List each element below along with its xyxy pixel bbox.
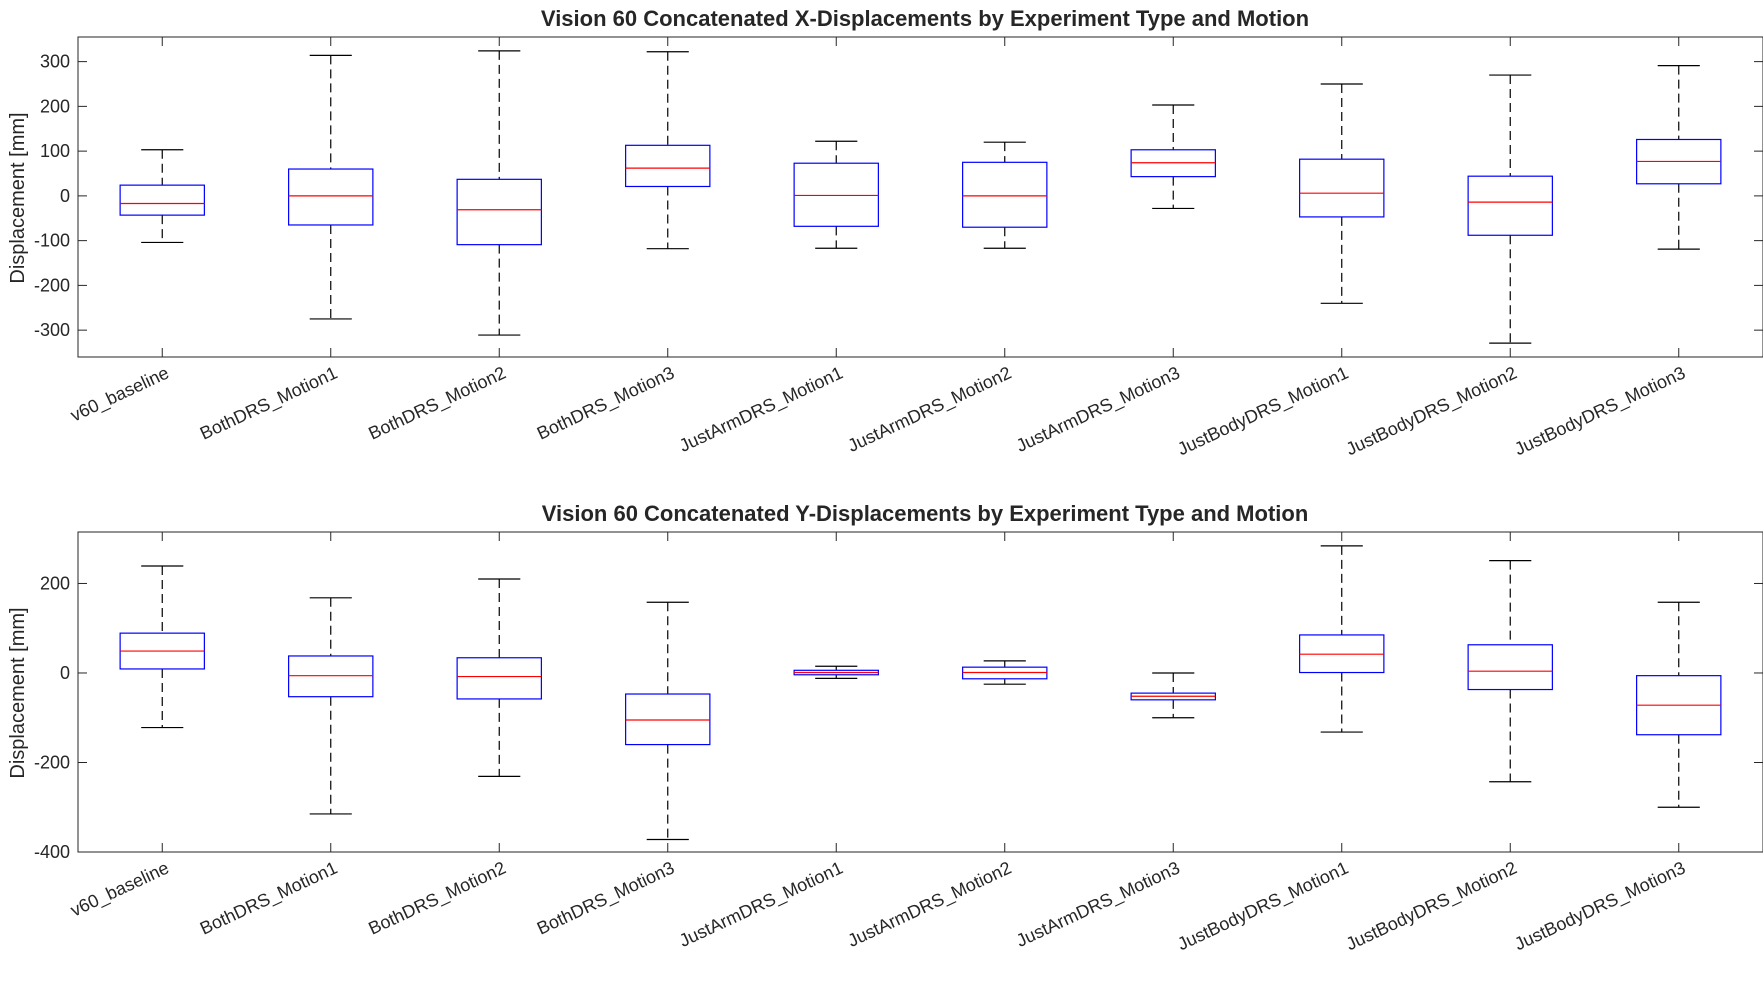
x-displacement-box-JustArmDRS_Motion2: [962, 141, 1048, 249]
y-displacement-box-v60_baseline: [119, 565, 205, 729]
x-displacement-y-tick-label: -300: [34, 320, 70, 340]
box-iqr: [1299, 158, 1385, 218]
x-displacement-y-tick-label: 200: [40, 96, 70, 116]
box-iqr: [288, 655, 374, 698]
y-displacement-y-tick-label: 0: [60, 663, 70, 683]
box-iqr: [119, 184, 205, 216]
box-iqr: [625, 693, 711, 746]
x-displacement-title: Vision 60 Concatenated X-Displacements b…: [541, 6, 1309, 31]
box-iqr: [962, 161, 1048, 228]
x-displacement-box-JustBodyDRS_Motion3: [1636, 65, 1722, 250]
x-displacement-box-BothDRS_Motion2: [456, 50, 542, 336]
y-displacement-box-BothDRS_Motion3: [625, 601, 711, 841]
x-displacement-boxes: [119, 50, 1722, 344]
x-displacement-axes-frame: [77, 36, 1763, 358]
x-displacement-y-tick-label: 100: [40, 141, 70, 161]
x-displacement-box-JustBodyDRS_Motion2: [1467, 74, 1553, 344]
y-displacement-box-JustArmDRS_Motion1: [793, 665, 879, 679]
x-displacement-y-tick-label: 300: [40, 52, 70, 72]
y-displacement-axes-frame: [77, 531, 1763, 853]
box-iqr: [456, 657, 542, 700]
y-displacement-y-tick-label: 200: [40, 573, 70, 593]
y-displacement-y-ticks: -400 -200 0 200: [34, 573, 1763, 862]
x-displacement-box-JustArmDRS_Motion3: [1130, 104, 1216, 210]
x-displacement-y-ticks: -300 -200 -100 0 100 200 300: [34, 52, 1763, 340]
y-displacement-box-BothDRS_Motion1: [288, 597, 374, 815]
x-displacement-y-tick-label: -200: [34, 275, 70, 295]
box-iqr: [625, 144, 711, 188]
y-displacement-title: Vision 60 Concatenated Y-Displacements b…: [542, 501, 1309, 526]
x-displacement-y-tick-label: -100: [34, 231, 70, 251]
x-displacement-box-BothDRS_Motion1: [288, 54, 374, 320]
x-displacement-box-BothDRS_Motion3: [625, 51, 711, 250]
box-iqr: [456, 178, 542, 246]
x-displacement-box-JustBodyDRS_Motion1: [1299, 83, 1385, 304]
y-displacement-box-BothDRS_Motion2: [456, 578, 542, 777]
y-displacement-box-JustBodyDRS_Motion3: [1636, 601, 1722, 808]
box-iqr: [288, 168, 374, 226]
y-displacement-box-JustArmDRS_Motion2: [962, 660, 1048, 685]
y-displacement-box-JustArmDRS_Motion3: [1130, 672, 1216, 719]
y-displacement-y-axis-label: Displacement [mm]: [7, 607, 29, 778]
box-iqr: [793, 162, 879, 227]
y-displacement-box-JustBodyDRS_Motion1: [1299, 545, 1385, 733]
y-displacement-boxes: [119, 545, 1722, 841]
x-displacement-y-tick-label: 0: [60, 186, 70, 206]
box-iqr: [1467, 175, 1553, 236]
box-iqr: [1467, 644, 1553, 691]
y-displacement-y-tick-label: -200: [34, 752, 70, 772]
x-displacement-box-JustArmDRS_Motion1: [793, 140, 879, 249]
x-displacement-y-axis-label: Displacement [mm]: [7, 112, 29, 283]
y-displacement-box-JustBodyDRS_Motion2: [1467, 560, 1553, 783]
x-displacement-box-v60_baseline: [119, 149, 205, 244]
y-displacement-y-tick-label: -400: [34, 842, 70, 862]
